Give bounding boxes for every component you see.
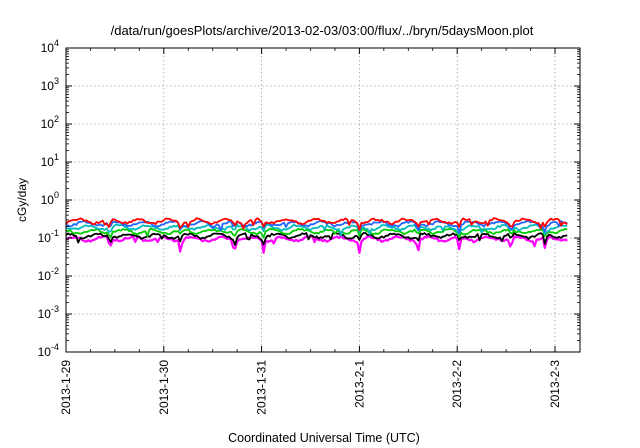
x-axis-label: Coordinated Universal Time (UTC)	[228, 431, 420, 445]
series-line	[65, 223, 568, 237]
x-axis: 2013-1-29 2013-1-30 2013-1-31 2013-2-1 2013-…	[59, 48, 562, 415]
x-tick-label: 2013-2-2	[450, 360, 464, 408]
y-tick-label: 103	[41, 76, 59, 93]
y-axis-label: cGy/day	[15, 178, 29, 222]
x-tick-label: 2013-2-3	[548, 360, 562, 408]
y-tick-label: 10-3	[38, 304, 59, 321]
chart-title: /data/run/goesPlots/archive/2013-02-03/0…	[111, 23, 534, 38]
x-tick-label: 2013-2-1	[352, 360, 366, 408]
y-tick-label: 10-1	[38, 228, 59, 245]
y-tick-label: 10-4	[38, 342, 59, 359]
series-line	[65, 217, 568, 231]
x-tick-label: 2013-1-30	[157, 360, 171, 415]
y-axis: 10-4 10-3 10-2 10-1 100 101 102 103 104	[38, 38, 580, 359]
series-group	[65, 217, 568, 254]
grid	[66, 48, 580, 352]
y-tick-label: 102	[41, 114, 59, 131]
y-tick-label: 104	[41, 38, 59, 55]
y-tick-label: 10-2	[38, 266, 59, 283]
x-tick-label: 2013-1-31	[255, 360, 269, 415]
series-line	[65, 232, 568, 247]
y-tick-label: 100	[41, 190, 59, 207]
x-tick-label: 2013-1-29	[59, 360, 73, 415]
y-tick-label: 101	[41, 152, 59, 169]
